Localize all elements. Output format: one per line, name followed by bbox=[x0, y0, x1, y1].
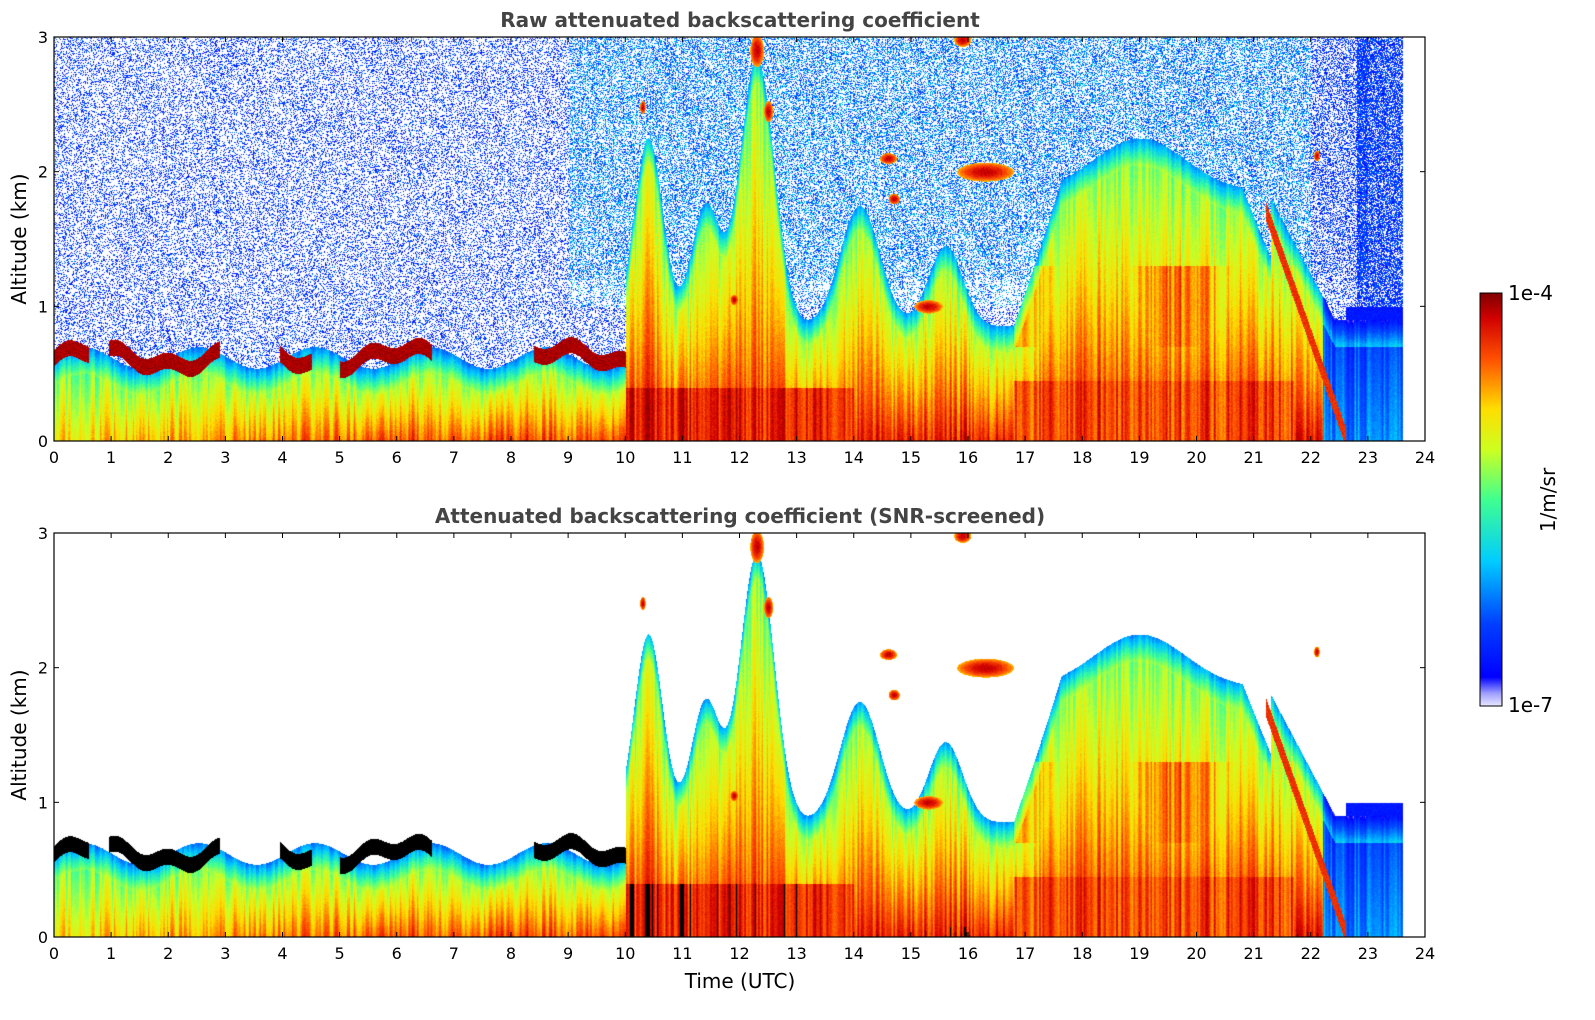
snr-xtick-label: 4 bbox=[277, 944, 287, 963]
snr-xtick-label: 21 bbox=[1243, 944, 1263, 963]
snr-xtick-label: 5 bbox=[335, 944, 345, 963]
snr-xtick-label: 1 bbox=[106, 944, 116, 963]
snr-xtick-label: 15 bbox=[901, 944, 921, 963]
snr-xtick-label: 0 bbox=[49, 944, 59, 963]
raw-xtick-label: 17 bbox=[1015, 448, 1035, 467]
raw-xtick-label: 0 bbox=[49, 448, 59, 467]
snr-xtick-label: 23 bbox=[1358, 944, 1378, 963]
snr-xtick-label: 22 bbox=[1301, 944, 1321, 963]
colorbar-unit-label: 1/m/sr bbox=[1536, 467, 1560, 532]
raw-xtick-label: 3 bbox=[220, 448, 230, 467]
colorbar: 1e-4 1e-7 1/m/sr bbox=[1479, 281, 1560, 717]
snr-heatmap bbox=[54, 533, 1425, 937]
snr-panel-title: Attenuated backscattering coefficient (S… bbox=[435, 504, 1045, 528]
snr-xtick-label: 3 bbox=[220, 944, 230, 963]
raw-ytick-label: 3 bbox=[38, 28, 48, 47]
snr-xtick-label: 14 bbox=[844, 944, 864, 963]
raw-xtick-label: 4 bbox=[277, 448, 287, 467]
raw-panel-title: Raw attenuated backscattering coefficien… bbox=[500, 8, 980, 32]
raw-xtick-label: 19 bbox=[1129, 448, 1149, 467]
snr-xtick-label: 12 bbox=[729, 944, 749, 963]
snr-xtick-label: 20 bbox=[1186, 944, 1206, 963]
snr-xtick-label: 17 bbox=[1015, 944, 1035, 963]
raw-xtick-label: 7 bbox=[449, 448, 459, 467]
raw-xtick-label: 20 bbox=[1186, 448, 1206, 467]
colorbar-max-label: 1e-4 bbox=[1508, 281, 1553, 305]
colorbar-gradient bbox=[1479, 292, 1503, 707]
raw-xtick-label: 22 bbox=[1301, 448, 1321, 467]
raw-axes-ticks: 0 1 2 3 4 5 6 7 8 9 10 11 12 13 14 15 16 17 18 19 20 21 22 23 24… bbox=[38, 28, 1435, 467]
raw-xtick-label: 21 bbox=[1243, 448, 1263, 467]
snr-xtick-label: 8 bbox=[506, 944, 516, 963]
raw-xtick-label: 11 bbox=[672, 448, 692, 467]
raw-ytick-label: 1 bbox=[38, 297, 48, 316]
snr-screened-panel: Attenuated backscattering coefficient (S… bbox=[7, 504, 1435, 993]
raw-xtick-label: 23 bbox=[1358, 448, 1378, 467]
raw-xtick-label: 14 bbox=[844, 448, 864, 467]
colorbar-min-label: 1e-7 bbox=[1508, 693, 1553, 717]
raw-xtick-label: 10 bbox=[615, 448, 635, 467]
raw-xtick-label: 2 bbox=[163, 448, 173, 467]
raw-xtick-label: 12 bbox=[729, 448, 749, 467]
snr-xtick-label: 13 bbox=[786, 944, 806, 963]
raw-xtick-label: 6 bbox=[392, 448, 402, 467]
raw-xtick-label: 16 bbox=[958, 448, 978, 467]
snr-xtick-label: 2 bbox=[163, 944, 173, 963]
raw-xtick-label: 24 bbox=[1415, 448, 1435, 467]
snr-xtick-label: 9 bbox=[563, 944, 573, 963]
raw-xtick-label: 5 bbox=[335, 448, 345, 467]
raw-ytick-label: 0 bbox=[38, 432, 48, 451]
raw-xtick-label: 8 bbox=[506, 448, 516, 467]
raw-xtick-label: 9 bbox=[563, 448, 573, 467]
snr-xtick-label: 19 bbox=[1129, 944, 1149, 963]
snr-xtick-label: 24 bbox=[1415, 944, 1435, 963]
raw-ytick-label: 2 bbox=[38, 163, 48, 182]
raw-xtick-label: 1 bbox=[106, 448, 116, 467]
snr-ytick-label: 1 bbox=[38, 793, 48, 812]
snr-xtick-label: 11 bbox=[672, 944, 692, 963]
raw-xtick-label: 13 bbox=[786, 448, 806, 467]
snr-xtick-label: 18 bbox=[1072, 944, 1092, 963]
raw-xtick-label: 15 bbox=[901, 448, 921, 467]
snr-ytick-label: 2 bbox=[38, 659, 48, 678]
raw-heatmap bbox=[54, 37, 1425, 441]
snr-xtick-label: 7 bbox=[449, 944, 459, 963]
snr-ytick-label: 3 bbox=[38, 524, 48, 543]
snr-xtick-label: 16 bbox=[958, 944, 978, 963]
snr-xtick-label: 10 bbox=[615, 944, 635, 963]
raw-backscatter-panel: Raw attenuated backscattering coefficien… bbox=[7, 8, 1435, 467]
x-axis-label: Time (UTC) bbox=[684, 969, 796, 993]
raw-xtick-label: 18 bbox=[1072, 448, 1092, 467]
raw-y-axis-label: Altitude (km) bbox=[7, 173, 31, 304]
snr-axes-ticks: 0 1 2 3 4 5 6 7 8 9 10 11 12 13 14 15 16 17 18 19 20 21 22 23 24… bbox=[38, 524, 1435, 963]
snr-xtick-label: 6 bbox=[392, 944, 402, 963]
snr-y-axis-label: Altitude (km) bbox=[7, 669, 31, 800]
snr-ytick-label: 0 bbox=[38, 928, 48, 947]
